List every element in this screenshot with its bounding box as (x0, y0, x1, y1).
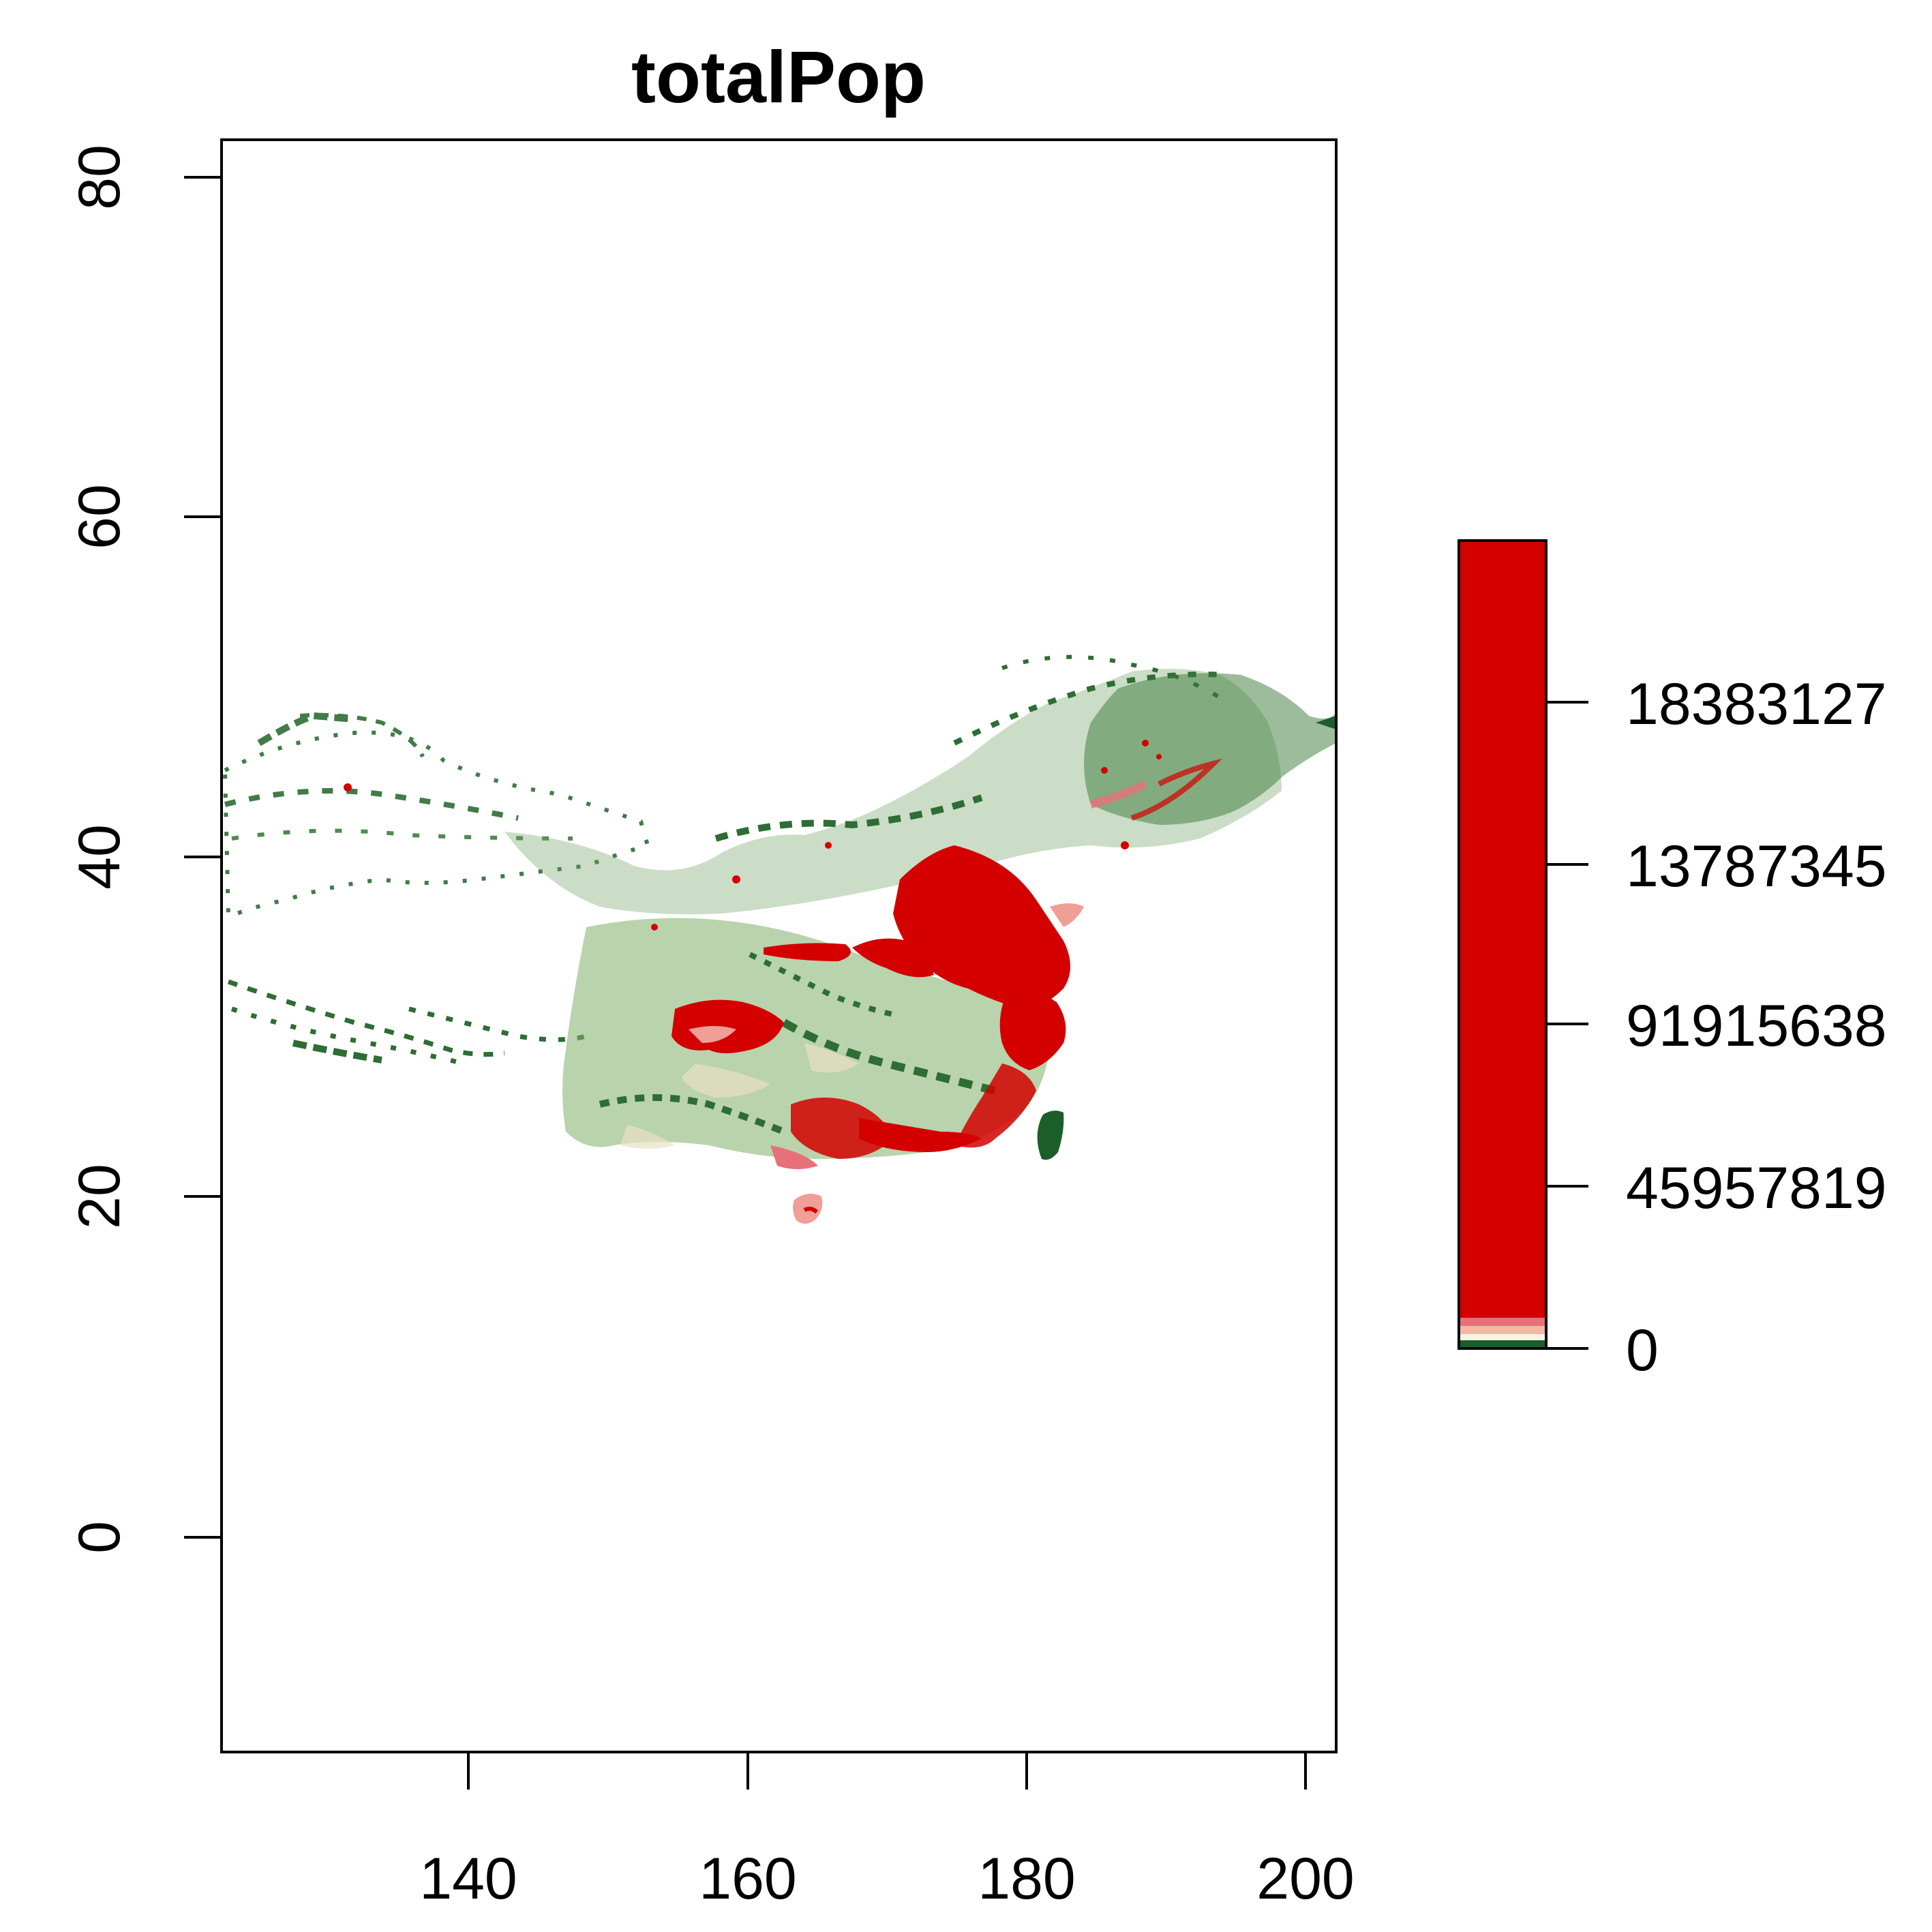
legend-band-low (1459, 1340, 1546, 1348)
legend-label: 0 (1626, 1318, 1659, 1383)
legend-label: 91915638 (1626, 993, 1887, 1059)
legend-band-mid-high (1459, 1318, 1546, 1326)
legend-colorbar (1458, 539, 1548, 1350)
region-south-red (770, 1098, 982, 1169)
legend-label: 13787345 (1626, 834, 1887, 899)
legend-band-low-mid (1459, 1334, 1546, 1340)
population-raster (222, 654, 1336, 1224)
legend-label: 45957819 (1626, 1156, 1887, 1221)
x-tick-label: 180 (978, 1846, 1076, 1912)
plot-frame (220, 138, 1338, 1753)
map-title: totalPop (631, 35, 926, 118)
x-tick-label: 160 (699, 1846, 797, 1912)
x-tick-label: 200 (1256, 1846, 1355, 1912)
region-pale-patches (620, 1043, 859, 1149)
region-taiwan (1037, 1111, 1064, 1160)
region-southwest-band (227, 979, 587, 1066)
region-central-south (562, 918, 1050, 1159)
y-tick-label: 40 (67, 824, 132, 890)
legend-ticks (1546, 701, 1588, 1350)
y-axis (184, 176, 222, 1539)
region-scattered-dots (344, 740, 1162, 931)
x-tick-label: 140 (419, 1846, 517, 1912)
region-north-belt (504, 654, 1282, 915)
y-tick-label: 80 (67, 145, 132, 210)
region-northeast (1084, 673, 1336, 825)
legend-band-mid (1459, 1326, 1546, 1334)
legend-frame (1458, 539, 1548, 1350)
y-tick-label: 0 (67, 1521, 132, 1554)
legend-band-high (1459, 541, 1546, 1318)
legend-label: 18383127 (1626, 671, 1887, 737)
region-hainan (793, 1194, 823, 1224)
region-sichuan-basin (671, 999, 784, 1053)
x-axis (467, 1752, 1307, 1790)
region-north-china-plain (764, 845, 1084, 1009)
region-northwest (222, 712, 650, 920)
region-east-coast (954, 988, 1066, 1148)
y-tick-label: 20 (67, 1164, 132, 1229)
y-tick-label: 60 (67, 484, 132, 549)
